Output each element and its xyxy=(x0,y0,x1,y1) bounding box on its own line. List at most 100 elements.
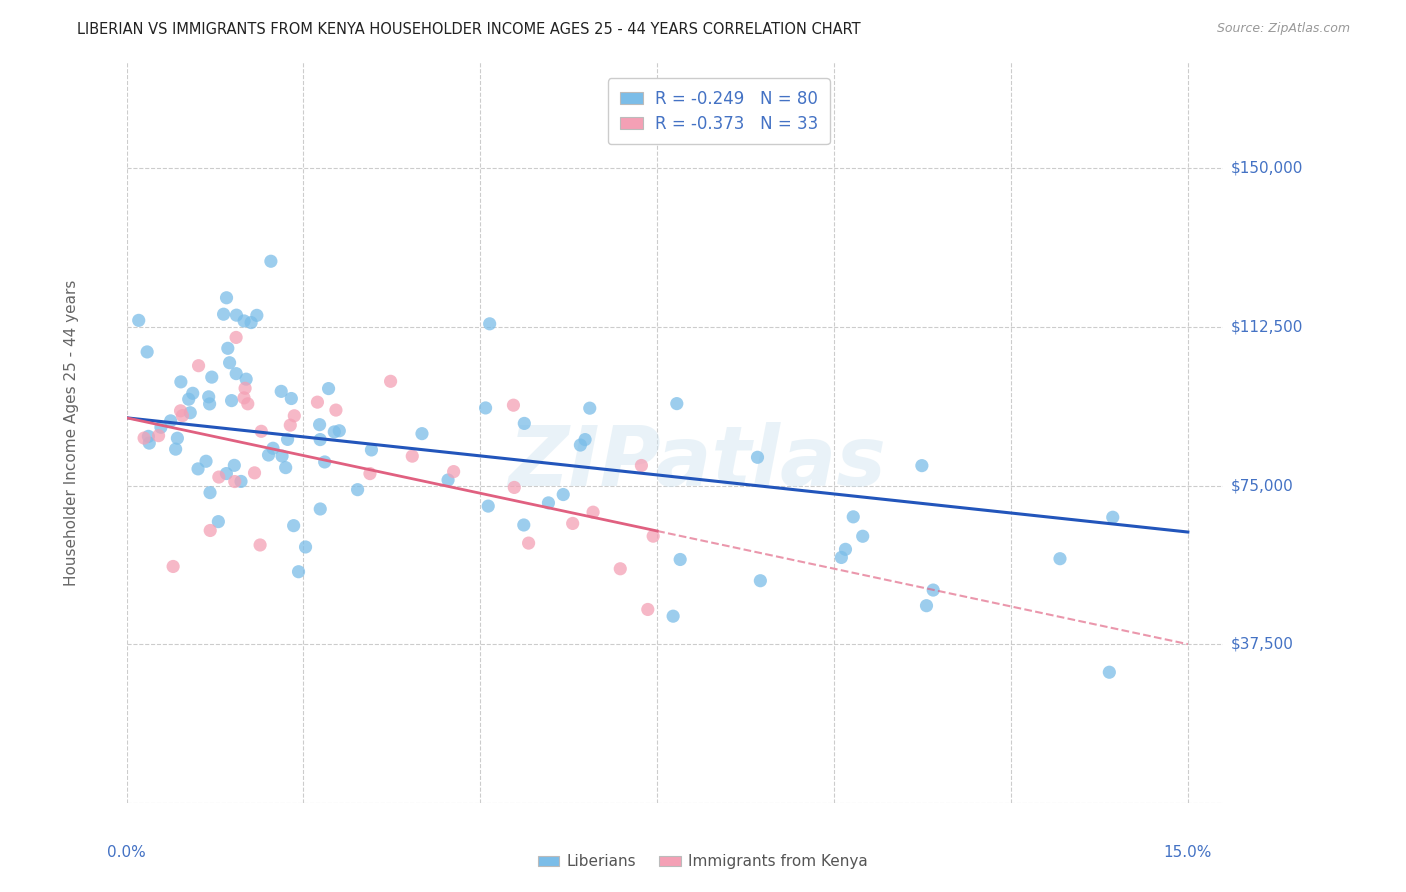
Point xyxy=(747,450,769,465)
Point xyxy=(169,404,191,418)
Point xyxy=(260,254,283,268)
Point xyxy=(215,467,238,481)
Point xyxy=(830,550,852,565)
Point xyxy=(1101,510,1123,524)
Point xyxy=(224,475,246,489)
Point xyxy=(662,609,685,624)
Point xyxy=(233,381,256,395)
Point xyxy=(235,372,257,386)
Point xyxy=(149,420,172,434)
Legend: R = -0.249   N = 80, R = -0.373   N = 33: R = -0.249 N = 80, R = -0.373 N = 33 xyxy=(607,78,830,145)
Point xyxy=(283,518,305,533)
Point xyxy=(1049,551,1071,566)
Point xyxy=(233,314,256,328)
Point xyxy=(159,414,181,428)
Point xyxy=(215,291,238,305)
Point xyxy=(749,574,772,588)
Point xyxy=(380,374,402,388)
Point xyxy=(437,473,460,487)
Point xyxy=(537,496,560,510)
Point xyxy=(243,466,266,480)
Legend: Liberians, Immigrants from Kenya: Liberians, Immigrants from Kenya xyxy=(531,848,875,875)
Text: 0.0%: 0.0% xyxy=(107,845,146,860)
Point xyxy=(225,308,247,322)
Point xyxy=(246,309,269,323)
Point xyxy=(411,426,433,441)
Point xyxy=(225,330,247,344)
Point xyxy=(212,307,235,321)
Point xyxy=(359,467,381,481)
Point xyxy=(323,425,346,439)
Point xyxy=(834,542,856,557)
Point xyxy=(225,367,247,381)
Point xyxy=(197,390,219,404)
Point xyxy=(207,515,229,529)
Point xyxy=(195,454,218,468)
Point xyxy=(274,460,297,475)
Point xyxy=(179,406,201,420)
Point xyxy=(477,499,499,513)
Text: 15.0%: 15.0% xyxy=(1164,845,1212,860)
Point xyxy=(138,436,160,450)
Point xyxy=(308,417,330,432)
Point xyxy=(309,502,332,516)
Point xyxy=(162,559,184,574)
Point xyxy=(443,465,465,479)
Point xyxy=(287,565,309,579)
Point xyxy=(513,518,536,533)
Point xyxy=(314,455,336,469)
Point xyxy=(177,392,200,407)
Point xyxy=(198,397,221,411)
Point xyxy=(328,424,350,438)
Point xyxy=(217,341,239,355)
Point xyxy=(200,524,222,538)
Text: $37,500: $37,500 xyxy=(1230,637,1294,652)
Text: Source: ZipAtlas.com: Source: ZipAtlas.com xyxy=(1216,22,1350,36)
Point xyxy=(198,485,221,500)
Point xyxy=(1098,665,1121,680)
Point xyxy=(578,401,600,416)
Point xyxy=(233,391,256,405)
Point xyxy=(280,392,302,406)
Point xyxy=(915,599,938,613)
Point xyxy=(346,483,368,497)
Point xyxy=(842,509,865,524)
Point xyxy=(187,359,209,373)
Point xyxy=(229,475,252,489)
Point xyxy=(852,529,875,543)
Point xyxy=(669,552,692,566)
Point xyxy=(187,462,209,476)
Point xyxy=(221,393,243,408)
Point xyxy=(513,417,536,431)
Point xyxy=(201,370,224,384)
Point xyxy=(181,386,204,401)
Point xyxy=(553,487,575,501)
Point xyxy=(309,433,332,447)
Point xyxy=(574,433,596,447)
Point xyxy=(172,409,194,423)
Point xyxy=(240,316,263,330)
Point xyxy=(128,313,150,327)
Point xyxy=(208,470,231,484)
Point xyxy=(582,505,605,519)
Point xyxy=(517,536,540,550)
Point xyxy=(262,442,284,456)
Point xyxy=(249,538,271,552)
Point xyxy=(637,602,659,616)
Point xyxy=(360,442,382,457)
Point xyxy=(474,401,496,415)
Point xyxy=(283,409,305,423)
Point xyxy=(270,384,292,399)
Point xyxy=(257,448,280,462)
Point xyxy=(138,429,160,443)
Point xyxy=(307,395,329,409)
Point xyxy=(318,382,340,396)
Text: $150,000: $150,000 xyxy=(1230,161,1303,176)
Text: $112,500: $112,500 xyxy=(1230,319,1303,334)
Point xyxy=(277,433,299,447)
Point xyxy=(271,449,294,463)
Point xyxy=(478,317,501,331)
Text: $75,000: $75,000 xyxy=(1230,478,1294,493)
Point xyxy=(401,449,423,463)
Point xyxy=(643,529,665,543)
